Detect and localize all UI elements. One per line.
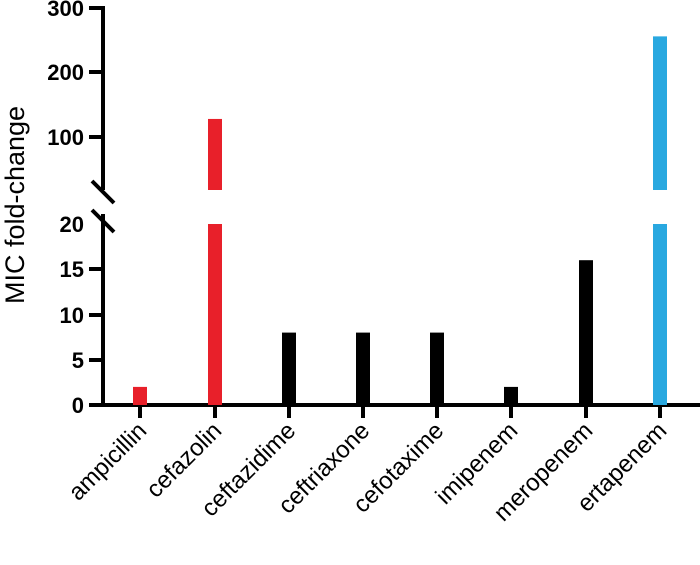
bar-imipenem bbox=[504, 386, 518, 405]
bar-ertapenem-upper bbox=[653, 36, 667, 190]
bar-meropenem bbox=[579, 260, 593, 405]
x-category-label: ampicillin bbox=[63, 417, 152, 506]
bar-cefotaxime bbox=[430, 332, 444, 405]
bar-ceftazidime bbox=[282, 332, 296, 405]
bar-cefazolin-lower bbox=[208, 224, 222, 405]
y-axis-lower: 20 15 10 5 0 bbox=[60, 208, 116, 418]
bar-ertapenem-lower bbox=[653, 224, 667, 405]
bar-cefazolin-upper bbox=[208, 118, 222, 190]
y-tick-200: 200 bbox=[47, 60, 84, 85]
y-tick-100: 100 bbox=[47, 125, 84, 150]
y-tick-20: 20 bbox=[60, 212, 84, 237]
y-tick-300: 300 bbox=[47, 0, 84, 21]
y-tick-0: 0 bbox=[72, 393, 84, 418]
y-tick-10: 10 bbox=[60, 303, 84, 328]
bar-ceftriaxone bbox=[356, 332, 370, 405]
axis-break-upper bbox=[90, 179, 116, 205]
axis-break-lower bbox=[90, 208, 116, 234]
y-tick-5: 5 bbox=[72, 348, 84, 373]
y-axis-upper: 300 200 100 bbox=[47, 0, 116, 205]
y-tick-15: 15 bbox=[60, 257, 84, 282]
y-axis-title: MIC fold-change bbox=[0, 106, 30, 304]
x-axis-categories: ampicillincefazolinceftazidimeceftriaxon… bbox=[63, 417, 672, 527]
bar-ampicillin bbox=[133, 386, 147, 405]
bars bbox=[133, 36, 667, 418]
